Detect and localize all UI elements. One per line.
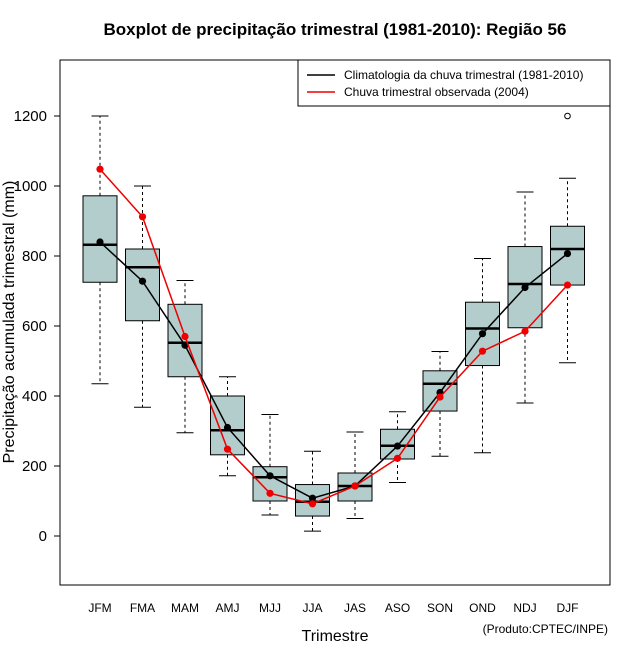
box-fma	[125, 185, 160, 408]
series-point-mjj	[266, 489, 274, 497]
box-jfm	[82, 115, 118, 385]
y-axis: 0 200 400 600 800 1000 1200	[14, 108, 60, 545]
x-tick-label-djf: DJF	[557, 601, 579, 615]
series-point-amj	[223, 423, 232, 432]
series-point-aso	[393, 442, 402, 450]
series-point-mam	[181, 332, 189, 341]
series-point-fma	[138, 213, 147, 221]
series-point-ond	[478, 330, 487, 338]
legend-entry-observada: Chuva trimestral observada (2004)	[344, 85, 529, 99]
series-observada	[96, 165, 572, 508]
boxes-group	[82, 112, 585, 532]
legend-box	[297, 59, 611, 107]
box-iqr	[125, 248, 160, 322]
series-point-jas	[351, 482, 359, 490]
series-lines	[96, 165, 572, 508]
series-climatologia	[96, 238, 572, 502]
box-iqr	[167, 303, 203, 378]
chart-title: Boxplot de precipitação trimestral (1981…	[104, 20, 567, 39]
y-tick-label: 0	[39, 528, 47, 545]
series-point-jfm	[96, 238, 104, 246]
series-point-mam	[181, 341, 189, 349]
box-son	[422, 351, 458, 457]
x-tick-label-jfm: JFM	[88, 601, 111, 615]
y-tick-label: 1000	[14, 178, 47, 195]
series-point-aso	[393, 454, 402, 462]
box-mjj	[252, 414, 288, 516]
series-point-ndj	[521, 283, 529, 292]
x-tick-label-jja: JJA	[302, 601, 322, 615]
x-tick-label-jas: JAS	[344, 601, 366, 615]
x-tick-label-son: SON	[427, 601, 453, 615]
series-point-son	[436, 393, 444, 401]
series-point-jfm	[96, 165, 104, 173]
series-point-mjj	[266, 472, 274, 480]
legend: Climatologia da chuva trimestral (1981-2…	[297, 59, 611, 107]
series-point-jja	[308, 494, 317, 502]
x-axis-label: Trimestre	[302, 628, 369, 645]
series-point-djf	[563, 249, 572, 258]
y-tick-label: 200	[22, 458, 47, 475]
legend-entry-climatologia: Climatologia da chuva trimestral (1981-2…	[344, 68, 583, 82]
x-tick-label-amj: AMJ	[216, 601, 240, 615]
x-tick-label-mjj: MJJ	[259, 601, 281, 615]
box-ond	[465, 257, 500, 454]
series-point-djf	[563, 281, 572, 289]
x-tick-label-ndj: NDJ	[513, 601, 536, 615]
series-line	[99, 168, 569, 505]
series-point-amj	[223, 445, 232, 453]
x-tick-label-mam: MAM	[171, 601, 199, 615]
x-tick-label-ond: OND	[469, 601, 496, 615]
y-tick-label: 800	[22, 248, 47, 265]
y-tick-label: 600	[22, 318, 47, 335]
y-tick-label: 400	[22, 388, 47, 405]
series-point-jja	[308, 500, 317, 508]
series-point-ndj	[521, 327, 529, 335]
box-ndj	[507, 191, 543, 404]
outlier-point	[564, 112, 571, 120]
box-djf	[550, 112, 585, 364]
y-axis-label: Precipitação acumulada trimestral (mm)	[1, 181, 18, 464]
series-point-ond	[478, 347, 487, 355]
x-tick-label-aso: ASO	[385, 601, 410, 615]
x-axis: JFM FMA MAM AMJ MJJ JJA JAS ASO SON OND NDJ DJF	[88, 601, 578, 615]
x-tick-label-fma: FMA	[130, 601, 155, 615]
credit-text: (Produto:CPTEC/INPE)	[483, 622, 608, 636]
y-tick-label: 1200	[14, 108, 47, 125]
series-point-fma	[138, 277, 147, 285]
series-line	[99, 241, 568, 500]
